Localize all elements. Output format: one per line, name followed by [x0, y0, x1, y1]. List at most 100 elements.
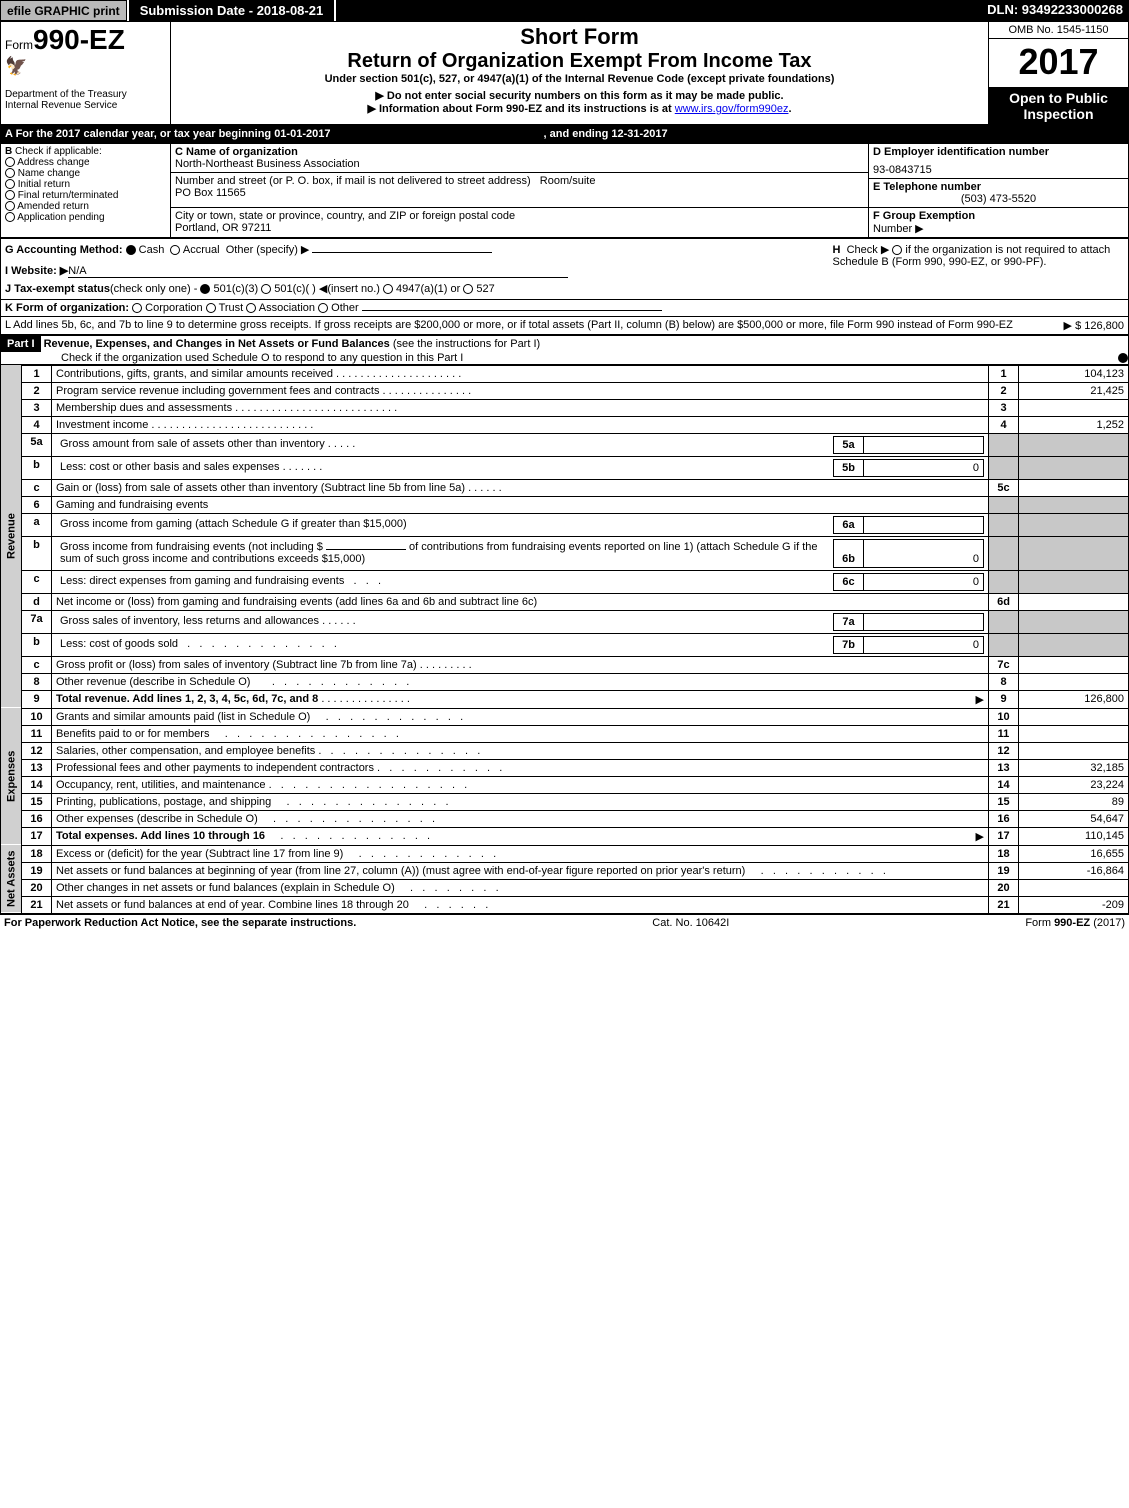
open-to-public: Open to Public Inspection	[989, 87, 1129, 124]
side-expenses: Expenses	[1, 708, 22, 845]
submission-date-badge: Submission Date - 2018-08-21	[129, 0, 335, 21]
line-5c: Gain or (loss) from sale of assets other…	[52, 479, 989, 496]
efile-print-button[interactable]: efile GRAPHIC print	[0, 0, 127, 21]
part1-header: Part I Revenue, Expenses, and Changes in…	[0, 335, 1129, 365]
line-6c: Less: direct expenses from gaming and fu…	[52, 570, 989, 593]
form-number: Form990-EZ	[5, 24, 166, 56]
line-20-value	[1019, 879, 1129, 896]
line-8-value	[1019, 673, 1129, 690]
line-8: Other revenue (describe in Schedule O) .…	[52, 673, 989, 690]
sections-ghijkl: G Accounting Method: Cash Accrual Other …	[0, 238, 1129, 335]
line-5c-value	[1019, 479, 1129, 496]
info-link-line: ▶ Information about Form 990-EZ and its …	[175, 102, 984, 115]
section-b-label: B Check if applicable:	[5, 146, 166, 157]
checkbox-schedule-b[interactable]	[892, 245, 902, 255]
org-name: North-Northeast Business Association	[175, 158, 864, 170]
line-2-value: 21,425	[1019, 382, 1129, 399]
line-1-value: 104,123	[1019, 365, 1129, 382]
checkbox-schedule-o[interactable]	[1118, 353, 1128, 363]
checkbox-other-org[interactable]	[318, 303, 328, 313]
line-7c-value	[1019, 656, 1129, 673]
line-6a: Gross income from gaming (attach Schedul…	[52, 513, 989, 536]
phone-value: (503) 473-5520	[873, 193, 1124, 205]
line-4-value: 1,252	[1019, 416, 1129, 433]
line-20: Other changes in net assets or fund bala…	[52, 879, 989, 896]
footer-left: For Paperwork Reduction Act Notice, see …	[4, 917, 356, 929]
eagle-icon: 🦅	[5, 56, 166, 77]
section-j: J Tax-exempt status(check only one) - 50…	[5, 282, 825, 295]
city-value: Portland, OR 97211	[175, 222, 864, 234]
line-5b: Less: cost or other basis and sales expe…	[52, 456, 989, 479]
checkbox-accrual[interactable]	[170, 245, 180, 255]
line-3: Membership dues and assessments . . . . …	[52, 399, 989, 416]
line-6b: Gross income from fundraising events (no…	[52, 536, 989, 570]
irs-label: Internal Revenue Service	[5, 100, 166, 111]
top-bar: efile GRAPHIC print Submission Date - 20…	[0, 0, 1129, 21]
line-13-value: 32,185	[1019, 759, 1129, 776]
line-5a: Gross amount from sale of assets other t…	[52, 433, 989, 456]
section-f-label: F Group Exemption	[873, 210, 1124, 222]
line-15-value: 89	[1019, 793, 1129, 810]
dln-label: DLN: 93492233000268	[336, 0, 1129, 21]
section-k: K Form of organization: Corporation Trus…	[5, 302, 1124, 314]
side-netassets: Net Assets	[1, 845, 22, 913]
line-3-value	[1019, 399, 1129, 416]
section-c-label: C Name of organization	[175, 146, 864, 158]
section-g: G Accounting Method: Cash Accrual Other …	[5, 243, 825, 256]
part1-title: Revenue, Expenses, and Changes in Net As…	[44, 338, 390, 350]
line-19-value: -16,864	[1019, 862, 1129, 879]
line-17: Total expenses. Add lines 10 through 16 …	[52, 827, 989, 845]
footer-mid: Cat. No. 10642I	[652, 917, 729, 929]
dept-treasury: Department of the Treasury	[5, 89, 166, 100]
checkbox-final-return[interactable]: Final return/terminated	[5, 190, 166, 201]
line-18: Excess or (deficit) for the year (Subtra…	[52, 845, 989, 862]
addr-label: Number and street (or P. O. box, if mail…	[175, 175, 864, 187]
checkbox-cash[interactable]	[126, 245, 136, 255]
checkbox-address-change[interactable]: Address change	[5, 157, 166, 168]
checkbox-trust[interactable]	[206, 303, 216, 313]
line-14-value: 23,224	[1019, 776, 1129, 793]
line-21-value: -209	[1019, 896, 1129, 913]
section-i: I Website: ▶N/A	[5, 264, 825, 278]
line-17-value: 110,145	[1019, 827, 1129, 845]
line-1: Contributions, gifts, grants, and simila…	[52, 365, 989, 382]
checkbox-501c3[interactable]	[200, 284, 210, 294]
page-footer: For Paperwork Reduction Act Notice, see …	[0, 914, 1129, 931]
section-e-label: E Telephone number	[873, 181, 1124, 193]
line-12-value	[1019, 742, 1129, 759]
line-9: Total revenue. Add lines 1, 2, 3, 4, 5c,…	[52, 690, 989, 708]
checkbox-amended-return[interactable]: Amended return	[5, 201, 166, 212]
main-title: Return of Organization Exempt From Incom…	[175, 50, 984, 73]
line-19: Net assets or fund balances at beginning…	[52, 862, 989, 879]
section-d-label: D Employer identification number	[873, 146, 1124, 158]
ssn-warning: ▶ Do not enter social security numbers o…	[175, 89, 984, 102]
checkbox-application-pending[interactable]: Application pending	[5, 212, 166, 223]
line-12: Salaries, other compensation, and employ…	[52, 742, 989, 759]
line-7c: Gross profit or (loss) from sales of inv…	[52, 656, 989, 673]
form-header: Form990-EZ 🦅 Short Form Return of Organi…	[0, 21, 1129, 125]
checkbox-527[interactable]	[463, 284, 473, 294]
part1-see: (see the instructions for Part I)	[393, 338, 540, 350]
line-16-value: 54,647	[1019, 810, 1129, 827]
checkbox-name-change[interactable]: Name change	[5, 168, 166, 179]
tax-year: 2017	[989, 39, 1129, 87]
section-l: L Add lines 5b, 6c, and 7b to line 9 to …	[5, 319, 1124, 331]
city-label: City or town, state or province, country…	[175, 210, 864, 222]
line-16: Other expenses (describe in Schedule O) …	[52, 810, 989, 827]
line-13: Professional fees and other payments to …	[52, 759, 989, 776]
line-7a: Gross sales of inventory, less returns a…	[52, 610, 989, 633]
checkbox-initial-return[interactable]: Initial return	[5, 179, 166, 190]
irs-link[interactable]: www.irs.gov/form990ez	[675, 103, 789, 115]
line-11: Benefits paid to or for members . . . . …	[52, 725, 989, 742]
addr-value: PO Box 11565	[175, 187, 864, 199]
checkbox-501c[interactable]	[261, 284, 271, 294]
checkbox-corporation[interactable]	[132, 303, 142, 313]
checkbox-association[interactable]	[246, 303, 256, 313]
checkbox-4947[interactable]	[383, 284, 393, 294]
line-9-value: 126,800	[1019, 690, 1129, 708]
line-18-value: 16,655	[1019, 845, 1129, 862]
line-11-value	[1019, 725, 1129, 742]
part1-label: Part I	[1, 336, 41, 352]
ein-value: 93-0843715	[873, 164, 1124, 176]
org-info-table: B Check if applicable: Address change Na…	[0, 143, 1129, 238]
